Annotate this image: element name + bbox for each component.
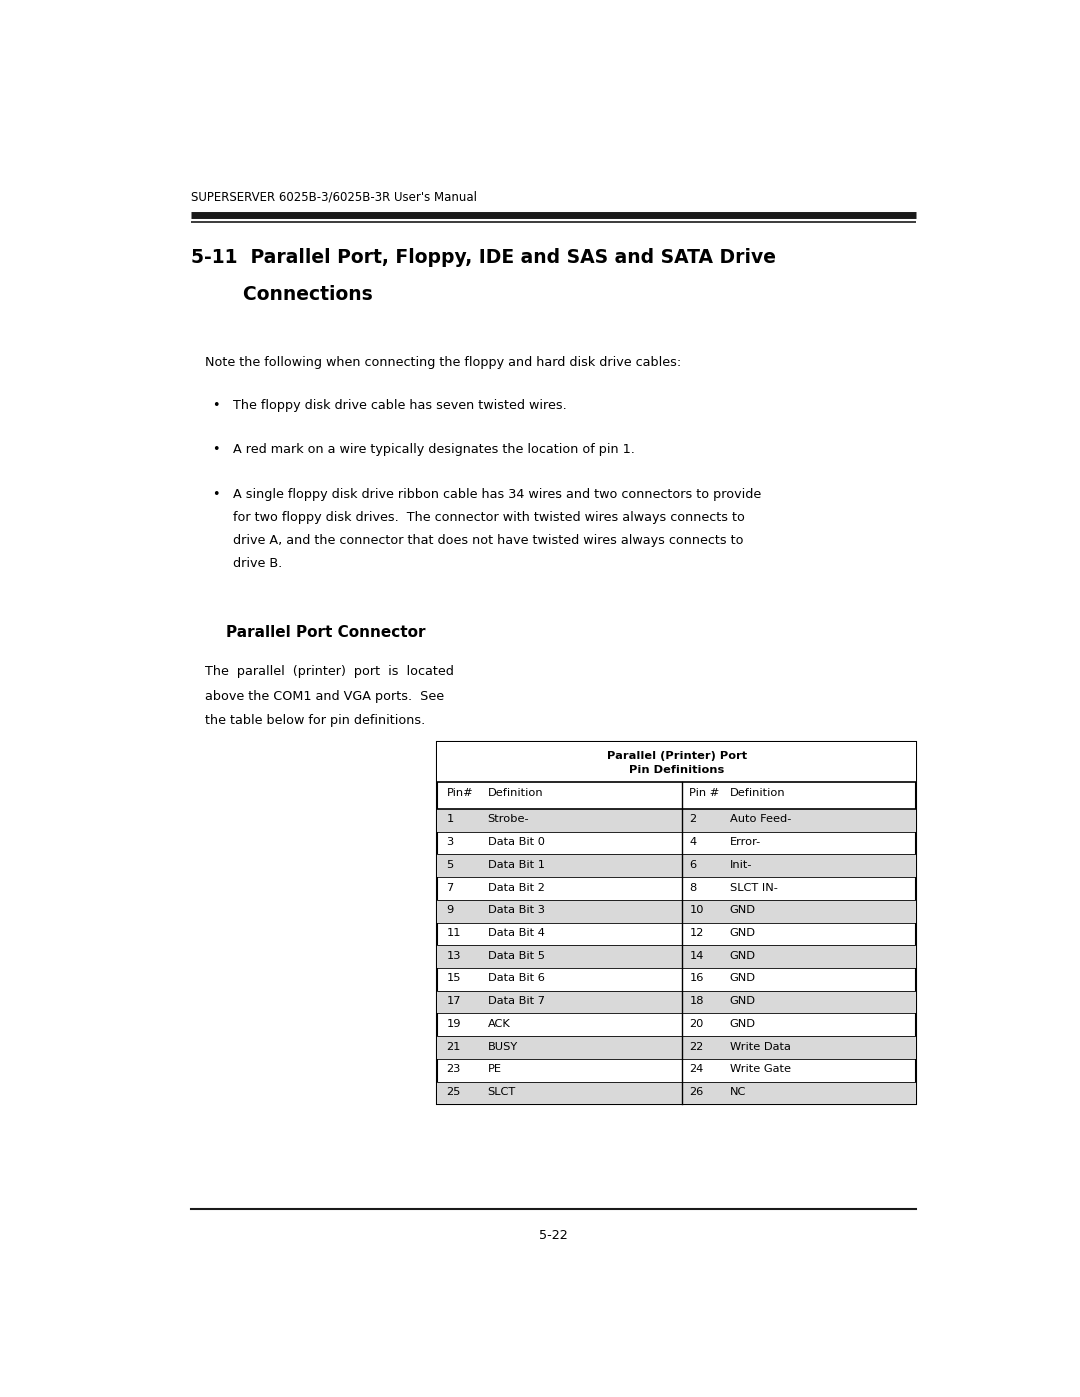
Text: NC: NC — [730, 1087, 746, 1097]
Text: Data Bit 4: Data Bit 4 — [488, 928, 544, 937]
Text: 5-11  Parallel Port, Floppy, IDE and SAS and SATA Drive: 5-11 Parallel Port, Floppy, IDE and SAS … — [191, 249, 775, 267]
Text: 2: 2 — [689, 814, 697, 824]
Text: Write Gate: Write Gate — [730, 1065, 791, 1074]
Text: Write Data: Write Data — [730, 1042, 791, 1052]
Text: SUPERSERVER 6025B-3/6025B-3R User's Manual: SUPERSERVER 6025B-3/6025B-3R User's Manu… — [191, 191, 476, 204]
Text: for two floppy disk drives.  The connector with twisted wires always connects to: for two floppy disk drives. The connecto… — [233, 511, 745, 524]
Text: GND: GND — [730, 905, 756, 915]
Text: A single floppy disk drive ribbon cable has 34 wires and two connectors to provi: A single floppy disk drive ribbon cable … — [233, 488, 761, 502]
Text: GND: GND — [730, 1018, 756, 1028]
Text: 5: 5 — [446, 861, 454, 870]
Text: 10: 10 — [689, 905, 704, 915]
Text: The  parallel  (printer)  port  is  located: The parallel (printer) port is located — [205, 665, 454, 678]
Text: GND: GND — [730, 951, 756, 961]
Text: SLCT IN-: SLCT IN- — [730, 883, 778, 893]
Text: 22: 22 — [689, 1042, 703, 1052]
Bar — [437, 990, 916, 1013]
Text: ACK: ACK — [488, 1018, 511, 1028]
Text: Definition: Definition — [730, 788, 785, 798]
Text: PE: PE — [488, 1065, 501, 1074]
Text: 18: 18 — [689, 996, 704, 1006]
Text: Parallel (Printer) Port: Parallel (Printer) Port — [607, 752, 746, 761]
Text: 16: 16 — [689, 974, 704, 983]
Text: Data Bit 6: Data Bit 6 — [488, 974, 544, 983]
Text: •: • — [213, 443, 220, 457]
Text: Strobe-: Strobe- — [488, 814, 529, 824]
Bar — [437, 809, 916, 831]
Text: above the COM1 and VGA ports.  See: above the COM1 and VGA ports. See — [205, 690, 444, 703]
Text: Pin Definitions: Pin Definitions — [629, 766, 725, 775]
Bar — [437, 742, 916, 1105]
Text: 15: 15 — [446, 974, 461, 983]
Text: Note the following when connecting the floppy and hard disk drive cables:: Note the following when connecting the f… — [205, 356, 681, 369]
Text: Data Bit 1: Data Bit 1 — [488, 861, 544, 870]
Text: 11: 11 — [446, 928, 461, 937]
Text: Connections: Connections — [191, 285, 373, 305]
Text: SLCT: SLCT — [488, 1087, 516, 1097]
Bar — [437, 1081, 916, 1105]
Text: GND: GND — [730, 928, 756, 937]
Bar — [437, 742, 916, 782]
Text: the table below for pin definitions.: the table below for pin definitions. — [205, 714, 426, 728]
Text: 19: 19 — [446, 1018, 461, 1028]
Text: Pin#: Pin# — [446, 788, 473, 798]
Text: Pin #: Pin # — [689, 788, 719, 798]
Text: 21: 21 — [446, 1042, 461, 1052]
Text: 9: 9 — [446, 905, 454, 915]
Bar — [437, 946, 916, 968]
Text: 6: 6 — [689, 861, 697, 870]
Text: 8: 8 — [689, 883, 697, 893]
Text: 20: 20 — [689, 1018, 704, 1028]
Text: 1: 1 — [446, 814, 454, 824]
Text: 26: 26 — [689, 1087, 703, 1097]
Text: Definition: Definition — [488, 788, 543, 798]
Text: 5-22: 5-22 — [539, 1229, 568, 1242]
Text: drive B.: drive B. — [233, 557, 283, 570]
Text: 17: 17 — [446, 996, 461, 1006]
Text: drive A, and the connector that does not have twisted wires always connects to: drive A, and the connector that does not… — [233, 534, 744, 548]
Text: 25: 25 — [446, 1087, 461, 1097]
Text: Data Bit 7: Data Bit 7 — [488, 996, 544, 1006]
Text: Data Bit 3: Data Bit 3 — [488, 905, 544, 915]
Bar — [437, 900, 916, 922]
Text: Error-: Error- — [730, 837, 760, 847]
Text: Parallel Port Connector: Parallel Port Connector — [226, 624, 426, 640]
Text: GND: GND — [730, 996, 756, 1006]
Text: Data Bit 5: Data Bit 5 — [488, 951, 544, 961]
Text: 7: 7 — [446, 883, 454, 893]
Bar — [437, 855, 916, 877]
Text: •: • — [213, 488, 220, 502]
Text: 4: 4 — [689, 837, 697, 847]
Text: 24: 24 — [689, 1065, 703, 1074]
Text: GND: GND — [730, 974, 756, 983]
Text: 12: 12 — [689, 928, 704, 937]
Text: 23: 23 — [446, 1065, 461, 1074]
Text: Init-: Init- — [730, 861, 752, 870]
Text: Data Bit 2: Data Bit 2 — [488, 883, 544, 893]
Text: 3: 3 — [446, 837, 454, 847]
Text: The floppy disk drive cable has seven twisted wires.: The floppy disk drive cable has seven tw… — [233, 398, 567, 412]
Text: 13: 13 — [446, 951, 461, 961]
Text: 14: 14 — [689, 951, 704, 961]
Text: •: • — [213, 398, 220, 412]
Text: Data Bit 0: Data Bit 0 — [488, 837, 544, 847]
Text: BUSY: BUSY — [488, 1042, 518, 1052]
Text: A red mark on a wire typically designates the location of pin 1.: A red mark on a wire typically designate… — [233, 443, 635, 457]
Bar — [437, 1037, 916, 1059]
Text: Auto Feed-: Auto Feed- — [730, 814, 791, 824]
